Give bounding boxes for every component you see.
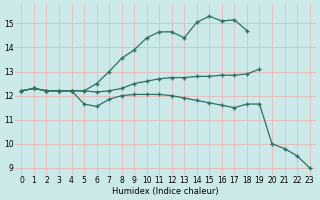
X-axis label: Humidex (Indice chaleur): Humidex (Indice chaleur): [112, 187, 219, 196]
